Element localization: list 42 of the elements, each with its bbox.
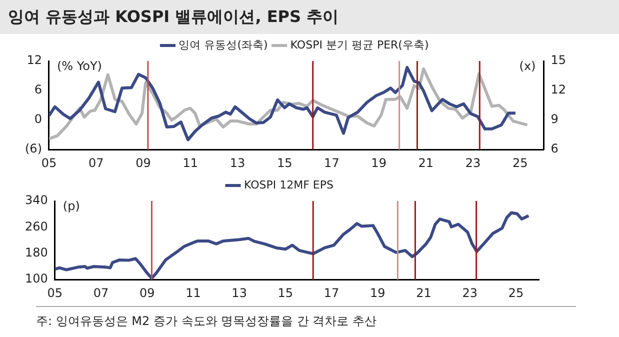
x-tick-label: 19 (371, 156, 386, 170)
x-tick-label: 25 (508, 286, 524, 300)
x-tick-label: 11 (182, 156, 198, 170)
legend-label: 잉여 유동성(좌축) (178, 38, 268, 52)
y2-tick-label: 6 (550, 142, 558, 156)
y-axis-title: (p) (62, 199, 80, 214)
y-tick-label: 0 (34, 112, 42, 126)
x-tick-label: 05 (41, 156, 57, 170)
text: 주: 잉여유동성은 M2 증가 속도와 명목성장률을 간 격차로 추산 (36, 306, 576, 330)
y2-tick-label: 12 (550, 82, 566, 97)
x-tick-label: 05 (47, 286, 63, 300)
y-axis-title: (% YoY) (57, 59, 102, 74)
legend-label: KOSPI 분기 평균 PER(우축) (290, 38, 429, 52)
x-tick-label: 23 (462, 286, 478, 300)
y-tick-label: 12 (26, 53, 42, 68)
y-tick-label: 340 (25, 193, 48, 208)
y-tick-label: 260 (25, 219, 48, 234)
chart-title: 잉여 유동성과 KOSPI 밸류에이션, EPS 추이 (0, 0, 619, 34)
x-tick-label: 09 (139, 286, 155, 300)
x-tick-label: 07 (93, 286, 109, 300)
x-tick-label: 07 (88, 156, 104, 170)
y-tick-label: 100 (25, 272, 48, 286)
x-tick-label: 17 (324, 286, 340, 300)
y-tick-label: (6) (25, 142, 42, 156)
y-tick-label: 6 (34, 82, 42, 97)
x-tick-label: 19 (370, 286, 386, 300)
x-tick-label: 15 (278, 286, 294, 300)
x-tick-label: 21 (416, 286, 432, 300)
x-tick-label: 13 (230, 156, 246, 170)
legend-label: KOSPI 12MF EPS (244, 178, 334, 192)
x-tick-label: 21 (418, 156, 434, 170)
y2-tick-label: 15 (550, 53, 566, 68)
y2-tick-label: 9 (550, 112, 558, 126)
x-tick-label: 11 (186, 286, 201, 300)
y-tick-label: 180 (25, 246, 48, 260)
x-tick-label: 15 (276, 156, 292, 170)
x-tick-label: 23 (465, 156, 481, 170)
y2-axis-title: (x) (519, 59, 536, 74)
x-tick-label: 09 (136, 156, 151, 170)
x-tick-label: 25 (512, 156, 528, 170)
x-tick-label: 17 (324, 156, 340, 170)
x-tick-label: 13 (232, 286, 247, 300)
